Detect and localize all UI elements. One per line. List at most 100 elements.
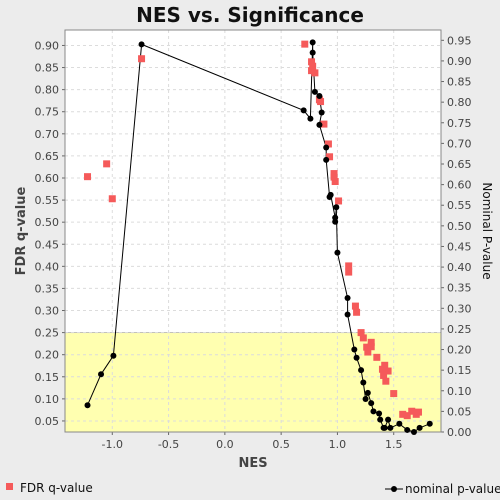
fdr-point [320,120,328,128]
chart-title: NES vs. Significance [136,3,364,27]
fdr-point [103,160,111,168]
nominal-point [333,204,340,211]
fdr-point [326,153,334,161]
y2-tick-label: 0.80 [447,96,472,109]
nominal-point [387,424,394,431]
nominal-point [334,249,341,256]
y-tick-label: 0.35 [35,282,60,295]
nominal-point [300,107,307,114]
y2-tick-label: 0.20 [447,344,472,357]
y2-tick-label: 0.65 [447,158,472,171]
nominal-point [377,416,384,423]
fdr-point [345,268,353,276]
nominal-point [311,88,318,95]
y2-tick-label: 0.70 [447,137,472,150]
fdr-point [330,170,338,178]
legend-fdr-marker [6,483,13,490]
y-tick-label: 0.45 [35,238,60,251]
fdr-point [330,173,338,181]
y-tick-label: 0.10 [35,393,60,406]
fdr-point [390,390,398,398]
fdr-point [324,140,332,148]
fdr-point [345,262,353,270]
nominal-point [309,49,316,56]
nominal-point [344,295,351,301]
nominal-p-value-series [84,39,433,435]
nominal-point [381,424,388,431]
y-tick-label: 0.90 [35,39,60,52]
gridlines [65,30,441,432]
y2-tick-label: 0.15 [447,364,472,377]
legend-nominal-marker [391,486,397,492]
x-tick-label: -1.0 [102,438,123,451]
nominal-point [84,402,91,409]
y2-tick-label: 0.25 [447,323,472,336]
fdr-point [359,334,367,342]
legend: FDR q-value nominal p-value [6,481,500,496]
nominal-point [362,396,369,403]
y-tick-label: 0.25 [35,327,60,340]
fdr-point [308,58,316,66]
right-y-axis-label: Nominal P-value [480,182,494,279]
fdr-point [335,197,343,205]
fdr-point [317,98,325,106]
fdr-point [364,348,372,356]
y-tick-label: 0.20 [35,349,60,362]
y-tick-label: 0.55 [35,194,60,207]
nominal-point [332,214,339,221]
nominal-point [318,109,325,116]
nominal-point [98,371,105,378]
nominal-point [110,352,117,359]
y-tick-label: 0.15 [35,371,60,384]
nominal-point [358,367,365,374]
left-y-axis-ticks: 0.05 0.10 0.15 0.20 0.25 0.30 0.35 0.40 0.45 0.50… [35,39,65,428]
y2-tick-label: 0.55 [447,199,472,212]
fdr-point [367,338,375,346]
nominal-point [368,400,375,407]
y-tick-label: 0.30 [35,305,60,318]
x-axis-label: NES [238,456,267,471]
legend-nominal-label: nominal p-value [405,482,500,496]
y2-tick-label: 0.35 [447,282,472,295]
nominal-point [323,156,330,163]
fdr-point [351,302,359,310]
nominal-point [316,121,323,128]
fdr-point [384,367,392,375]
nominal-point [376,410,383,417]
nominal-point [396,420,403,427]
y-tick-label: 0.65 [35,150,60,163]
fdr-point [414,408,422,416]
y2-tick-label: 0.30 [447,302,472,315]
x-tick-label: 1.5 [385,438,403,451]
y2-tick-label: 0.45 [447,240,472,253]
fdr-q-value-series [84,40,422,420]
fdr-point [408,407,416,415]
nominal-point [426,420,433,427]
fdr-point [84,173,92,181]
fdr-point [373,353,381,361]
y-tick-label: 0.85 [35,62,60,75]
y2-tick-label: 0.95 [447,34,472,47]
y-tick-label: 0.50 [35,216,60,229]
nominal-point [351,346,358,353]
nominal-point [309,39,316,46]
fdr-point [353,308,361,316]
nominal-point [138,41,145,48]
right-y-axis-ticks: 0.00 0.05 0.10 0.15 0.20 0.25 0.30 0.35 0.40 0.45… [441,34,472,439]
y-tick-label: 0.80 [35,84,60,97]
fdr-point [301,40,309,48]
fdr-point [378,365,386,373]
fdr-point [311,69,319,77]
y2-tick-label: 0.50 [447,220,472,233]
nominal-point [316,92,323,99]
y2-tick-label: 0.60 [447,179,472,192]
x-tick-label: 0.0 [216,438,234,451]
nominal-point [307,115,314,122]
x-tick-label: 1.0 [329,438,347,451]
fdr-point [380,371,388,379]
fdr-point [403,412,411,420]
y-tick-label: 0.40 [35,260,60,273]
nominal-point [364,389,371,396]
fdr-point [367,343,375,351]
